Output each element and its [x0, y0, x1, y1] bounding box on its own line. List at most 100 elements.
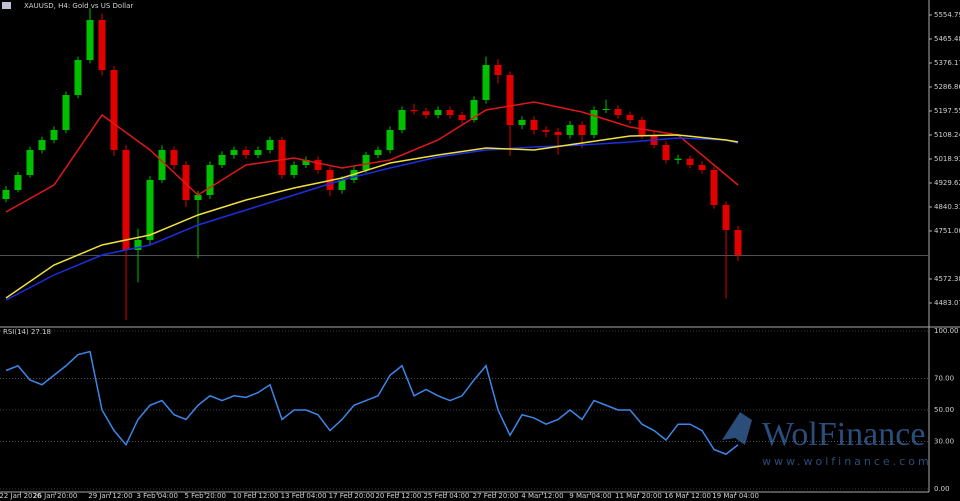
x-tick-label: 20 Feb 12:00	[375, 492, 421, 500]
candle-body	[602, 108, 610, 110]
candle-body	[482, 65, 490, 100]
y-tick-label: 5018.93	[934, 155, 960, 163]
candle-body	[410, 109, 418, 112]
candle-body	[230, 150, 238, 156]
watermark-logo	[722, 412, 752, 445]
candle-body	[722, 204, 730, 230]
candle-body	[182, 165, 190, 200]
candle-body	[2, 189, 10, 200]
candle-body	[122, 150, 130, 251]
candle-body	[422, 111, 430, 115]
x-tick-label: 26 Jan 20:00	[33, 492, 77, 500]
candle-body	[338, 179, 346, 190]
candle-body	[734, 229, 742, 256]
candle-body	[218, 155, 226, 166]
y-tick-label: 4751.00	[934, 227, 960, 235]
y-tick-label: 70.00	[934, 374, 954, 382]
candle-body	[362, 155, 370, 171]
candle-body	[14, 174, 22, 190]
y-tick-label: 50.00	[934, 406, 954, 414]
candle-body	[62, 94, 70, 130]
watermark-url: www.wolfinance.com	[762, 455, 932, 468]
candle-body	[578, 124, 586, 135]
candle-body	[86, 19, 94, 61]
candle-body	[518, 119, 526, 125]
moving-average	[5, 137, 739, 301]
candle-body	[494, 65, 502, 76]
y-tick-label: 5286.86	[934, 83, 960, 91]
x-tick-label: 17 Feb 20:00	[329, 492, 375, 500]
x-tick-label: 5 Feb 20:00	[184, 492, 225, 500]
flag-icon	[2, 2, 11, 9]
y-tick-label: 5376.17	[934, 59, 960, 67]
y-tick-label: 30.00	[934, 438, 954, 446]
y-tick-label: 0.00	[934, 485, 950, 493]
candle-body	[434, 109, 442, 115]
x-tick-label: 25 Feb 04:00	[423, 492, 469, 500]
candle-body	[674, 158, 682, 161]
candle-body	[158, 150, 166, 180]
candle-body	[314, 160, 322, 171]
x-tick-label: 13 Feb 04:00	[281, 492, 327, 500]
candle-body	[254, 150, 262, 156]
candle-body	[566, 124, 574, 135]
candle-body	[26, 150, 34, 175]
y-tick-label: 4929.62	[934, 179, 960, 187]
x-tick-label: 10 Feb 12:00	[233, 492, 279, 500]
rsi-title: RSI(14) 27.18	[3, 328, 51, 336]
x-tick-label: 29 Jan 12:00	[88, 492, 132, 500]
chart-title: XAUUSD, H4: Gold vs US Dollar	[24, 2, 133, 10]
rsi-line	[5, 350, 739, 456]
candle-body	[374, 150, 382, 156]
watermark: WolFinance www.wolfinance.com	[722, 412, 932, 468]
x-tick-label: 3 Feb 04:00	[136, 492, 177, 500]
candle-body	[686, 158, 694, 166]
candle-body	[302, 160, 310, 166]
candle-body	[590, 109, 598, 135]
x-tick-label: 4 Mar 12:00	[521, 492, 563, 500]
moving-average	[5, 134, 739, 299]
candle-body	[506, 75, 514, 125]
candle-body	[662, 144, 670, 161]
x-tick-label: 11 Mar 20:00	[615, 492, 662, 500]
y-tick-label: 5108.24	[934, 131, 960, 139]
candle-body	[170, 150, 178, 166]
watermark-brand: WolFinance	[762, 416, 925, 453]
x-tick-label: 9 Mar 04:00	[569, 492, 611, 500]
candle-body	[74, 60, 82, 95]
candle-body	[146, 179, 154, 240]
candle-body	[554, 131, 562, 135]
candle-body	[398, 109, 406, 130]
candle-body	[446, 109, 454, 115]
candle-body	[50, 129, 58, 140]
candle-body	[242, 150, 250, 156]
candle-body	[134, 239, 142, 251]
x-tick-label: 16 Mar 12:00	[664, 492, 711, 500]
x-tick-label: 27 Feb 20:00	[473, 492, 519, 500]
y-tick-label: 4483.07	[934, 299, 960, 307]
y-tick-label: 4572.38	[934, 275, 960, 283]
candle-body	[290, 165, 298, 175]
candle-body	[638, 119, 646, 135]
candle-body	[698, 165, 706, 171]
candle-body	[470, 99, 478, 120]
candle-body	[626, 114, 634, 120]
candle-body	[458, 114, 466, 120]
y-tick-label: 5465.48	[934, 35, 960, 43]
candle-body	[194, 194, 202, 200]
x-tick-label: 19 Mar 04:00	[712, 492, 759, 500]
candle-body	[38, 139, 46, 151]
candle-body	[206, 165, 214, 195]
candle-body	[110, 70, 118, 151]
candle-body	[542, 129, 550, 132]
candle-body	[710, 170, 718, 205]
moving-average	[5, 101, 739, 213]
candle-body	[98, 19, 106, 71]
candle-body	[266, 139, 274, 151]
y-tick-label: 5554.79	[934, 11, 960, 19]
candle-body	[386, 129, 394, 151]
y-tick-label: 100.00	[934, 327, 959, 335]
x-tick-label: 22 Jan 2026	[0, 492, 42, 500]
